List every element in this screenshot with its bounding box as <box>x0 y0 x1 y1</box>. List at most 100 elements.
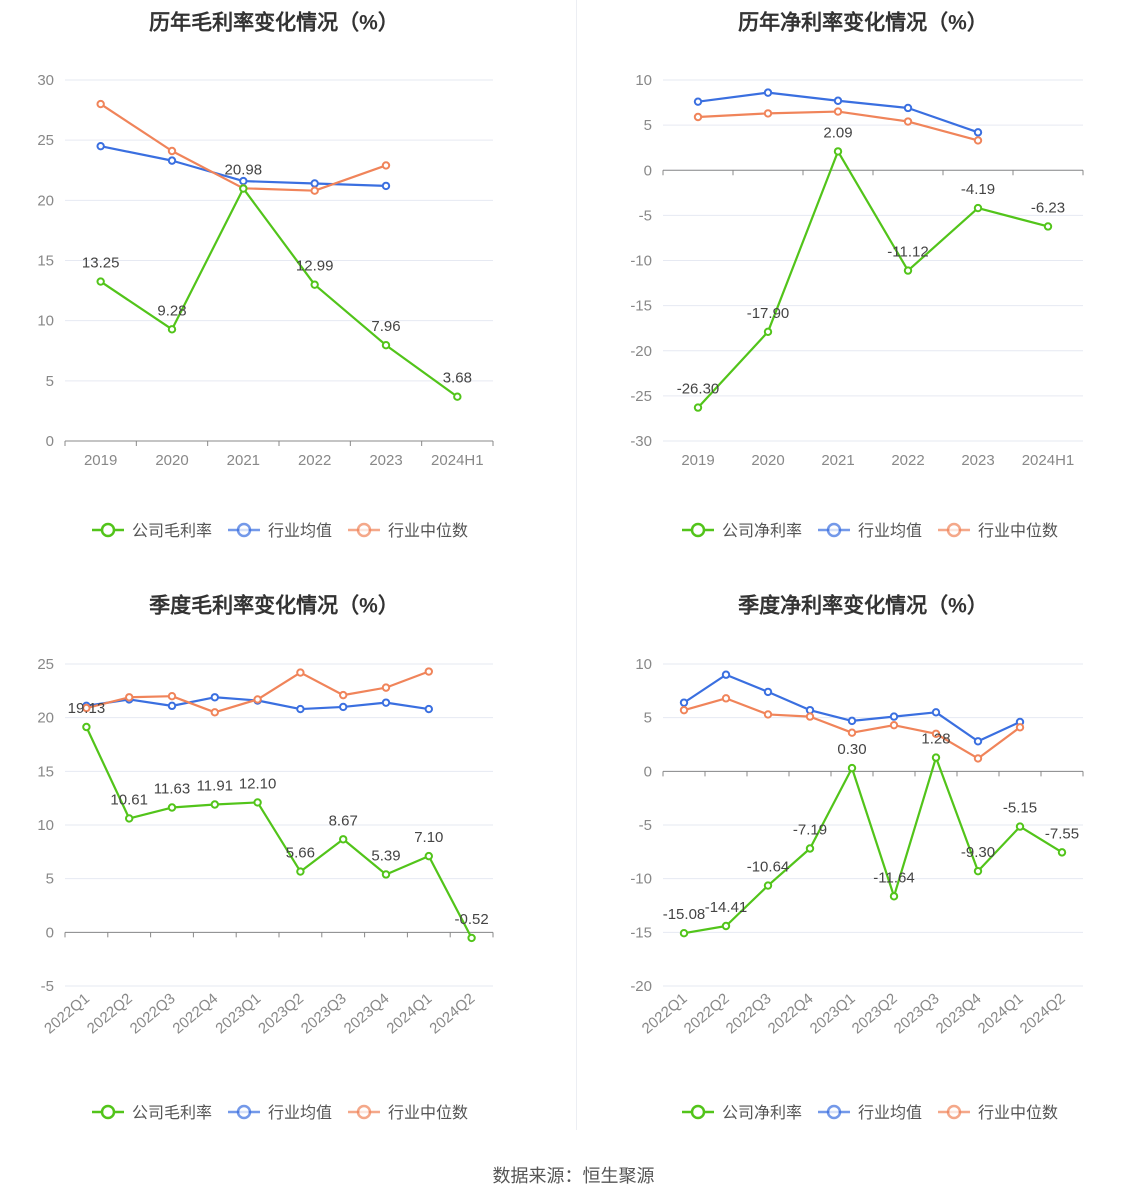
legend-marker <box>236 1104 252 1120</box>
y-tick-label: 0 <box>46 924 54 941</box>
data-point <box>693 112 703 122</box>
data-point <box>679 698 689 707</box>
legend-marker <box>236 522 252 538</box>
y-tick-label: 10 <box>635 72 652 89</box>
y-tick-label: 20 <box>37 192 54 209</box>
data-label: 2.09 <box>823 124 852 141</box>
x-tick-label: 2022Q2 <box>681 990 733 1037</box>
x-tick-label: 2023 <box>369 452 402 469</box>
data-point <box>381 698 391 707</box>
data-point <box>973 128 983 137</box>
data-point <box>763 687 773 697</box>
data-label: 12.10 <box>239 775 277 792</box>
data-label: 11.63 <box>154 781 190 798</box>
y-tick-label: 5 <box>644 117 652 134</box>
data-point <box>82 722 91 732</box>
y-tick-label: -20 <box>630 343 652 360</box>
data-point <box>973 866 983 876</box>
data-point <box>833 147 843 156</box>
data-point <box>381 161 391 170</box>
x-tick-label: 2019 <box>84 452 117 469</box>
data-point <box>296 867 305 876</box>
data-label: -26.30 <box>677 381 720 398</box>
legend-label: 行业均值 <box>268 1104 332 1122</box>
data-point <box>903 103 913 113</box>
data-label: -0.52 <box>454 911 488 928</box>
x-tick-label: 2022Q3 <box>723 990 775 1037</box>
y-tick-label: -5 <box>41 978 54 995</box>
legend-label: 行业中位数 <box>388 522 468 540</box>
data-label: 12.99 <box>296 258 334 275</box>
annual-gross-margin-chart: 历年毛利率变化情况（%） 0 5 10 15 20 25 30 2019 2020 2021 2022… <box>0 0 576 560</box>
chart-title: 季度净利率变化情况（%） <box>738 594 988 618</box>
legend-label: 公司毛利率 <box>132 1104 212 1122</box>
data-point <box>973 737 983 746</box>
data-label: -5.15 <box>1003 800 1037 817</box>
data-point <box>721 921 731 931</box>
x-tick-label: 2021 <box>821 452 854 469</box>
data-point <box>339 690 348 700</box>
data-point <box>721 694 731 703</box>
quarterly-gross-margin-chart: 季度毛利率变化情况（%） -5 0 5 10 15 20 25 2022Q1 2022Q2 2022… <box>0 583 576 1143</box>
data-point <box>805 844 815 853</box>
x-tick-label: 2021 <box>227 452 260 469</box>
x-tick-label: 2023Q2 <box>849 990 901 1037</box>
quarterly-net-margin-chart: 季度净利率变化情况（%） -20 -15 -10 -5 0 5 10 2022Q1 2022Q2 2… <box>590 583 1147 1143</box>
data-point <box>310 280 319 289</box>
data-label: 10.61 <box>110 791 148 808</box>
data-point <box>381 181 391 191</box>
panel-divider <box>576 0 577 1130</box>
data-point <box>381 683 391 692</box>
data-point <box>167 146 177 156</box>
data-point <box>210 708 220 717</box>
x-tick-label: 2023 <box>961 452 994 469</box>
y-tick-label: -25 <box>630 388 652 405</box>
data-label: 3.68 <box>443 370 472 387</box>
x-tick-label: 2022 <box>298 452 331 469</box>
data-point <box>931 708 941 717</box>
y-tick-label: -5 <box>639 817 652 834</box>
x-tick-label: 2022Q2 <box>84 990 136 1037</box>
legend-marker <box>826 522 842 538</box>
data-point <box>381 341 391 350</box>
legend-label: 行业中位数 <box>978 522 1058 540</box>
y-tick-label: -10 <box>630 253 652 270</box>
chart-title: 历年毛利率变化情况（%） <box>149 11 399 35</box>
data-point <box>167 692 177 701</box>
data-point <box>889 892 899 901</box>
data-label: -11.12 <box>887 244 928 261</box>
data-point <box>296 704 305 714</box>
data-label: 19.13 <box>68 700 106 717</box>
data-point <box>96 277 105 286</box>
data-point <box>763 109 773 118</box>
data-point <box>210 693 220 702</box>
data-source-label: 数据来源：恒生聚源 <box>492 1166 655 1186</box>
data-point <box>96 99 105 109</box>
data-point <box>973 136 983 145</box>
data-point <box>167 701 177 711</box>
data-label: 9.28 <box>157 302 186 319</box>
data-point <box>1015 822 1025 831</box>
y-tick-label: 10 <box>37 817 54 834</box>
y-tick-label: -30 <box>630 433 652 450</box>
series-line <box>697 150 1049 409</box>
x-tick-label: 2024Q2 <box>1017 990 1069 1037</box>
legend-marker <box>690 522 706 538</box>
legend-marker <box>690 1104 706 1120</box>
data-label: 5.66 <box>286 845 315 862</box>
y-tick-label: 25 <box>37 656 54 673</box>
data-label: -7.19 <box>793 822 827 839</box>
data-point <box>721 670 731 679</box>
x-tick-label: 2023Q4 <box>341 990 393 1037</box>
data-point <box>424 704 433 714</box>
data-label: -7.55 <box>1045 825 1079 842</box>
data-point <box>310 186 319 195</box>
annual-net-margin-svg: 历年净利率变化情况（%） -30 -25 -20 -15 -10 -5 0 5 10 2019 202… <box>630 11 1084 540</box>
y-tick-label: 0 <box>46 433 54 450</box>
legend-marker <box>826 1104 842 1120</box>
data-point <box>253 695 262 704</box>
data-point <box>679 705 689 715</box>
data-label: 7.96 <box>371 318 400 335</box>
data-point <box>467 933 476 943</box>
legend-marker <box>356 1104 372 1120</box>
